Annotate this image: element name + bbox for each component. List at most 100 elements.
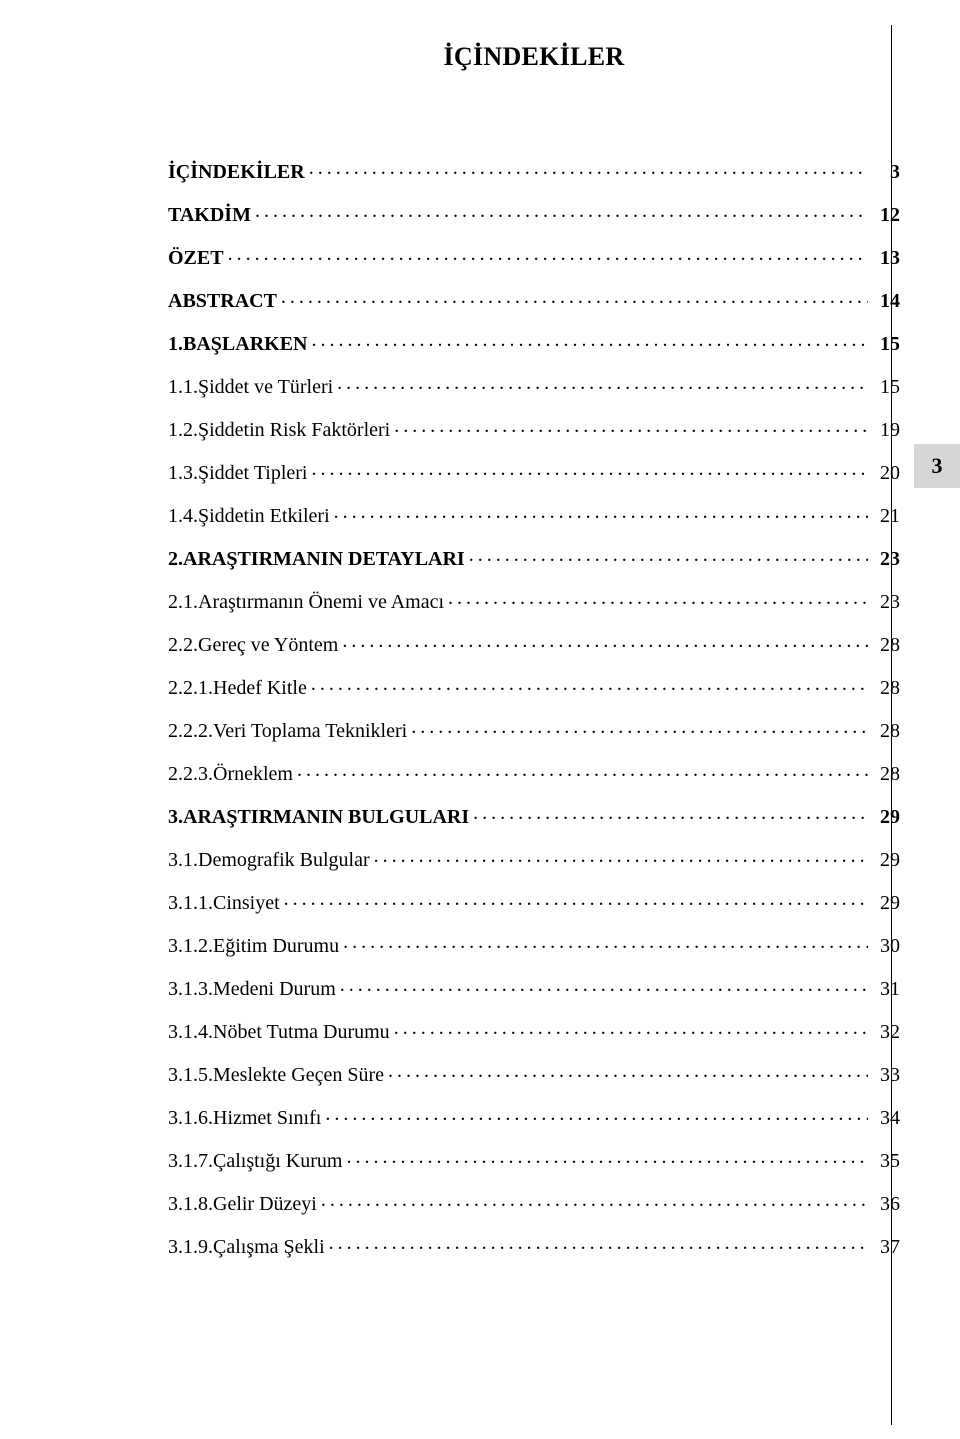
- toc-leader: [340, 975, 868, 995]
- toc-entry: 1.2.Şiddetin Risk Faktörleri 19: [168, 416, 900, 440]
- toc-label: 3.1.2.Eğitim Durumu: [168, 936, 339, 956]
- toc-leader: [311, 674, 868, 694]
- toc-label: 2.ARAŞTIRMANIN DETAYLARI: [168, 549, 465, 569]
- toc-leader: [448, 588, 868, 608]
- table-of-contents: İÇİNDEKİLER3TAKDİM12ÖZET13ABSTRACT141.BA…: [168, 158, 900, 1257]
- toc-entry: 3.1.8.Gelir Düzeyi 36: [168, 1190, 900, 1214]
- toc-page: 32: [872, 1022, 900, 1042]
- toc-entry: İÇİNDEKİLER 3: [168, 158, 900, 182]
- toc-label: İÇİNDEKİLER: [168, 162, 305, 182]
- toc-label: 3.1.8.Gelir Düzeyi: [168, 1194, 317, 1214]
- toc-leader: [343, 932, 868, 952]
- toc-label: 3.1.9.Çalışma Şekli: [168, 1237, 325, 1257]
- toc-page: 29: [872, 850, 900, 870]
- toc-entry: 3.1.Demografik Bulgular29: [168, 846, 900, 870]
- toc-entry: ÖZET 13: [168, 244, 900, 268]
- toc-page: 33: [872, 1065, 900, 1085]
- toc-label: 3.1.6.Hizmet Sınıfı: [168, 1108, 321, 1128]
- toc-page: 35: [872, 1151, 900, 1171]
- toc-entry: 3.1.7.Çalıştığı Kurum 35: [168, 1147, 900, 1171]
- toc-label: 1.4.Şiddetin Etkileri: [168, 506, 330, 526]
- toc-leader: [394, 416, 868, 436]
- page-number: 3: [932, 453, 943, 479]
- toc-page: 28: [872, 764, 900, 784]
- toc-entry: 3.1.4.Nöbet Tutma Durumu 32: [168, 1018, 900, 1042]
- toc-page: 37: [872, 1237, 900, 1257]
- toc-label: 1.3.Şiddet Tipleri: [168, 463, 307, 483]
- toc-leader: [228, 244, 868, 264]
- toc-leader: [334, 502, 868, 522]
- toc-entry: 3.1.1.Cinsiyet 29: [168, 889, 900, 913]
- toc-page: 28: [872, 721, 900, 741]
- toc-page: 29: [872, 893, 900, 913]
- page-title: İÇİNDEKİLER: [168, 42, 900, 72]
- toc-page: 23: [872, 549, 900, 569]
- toc-entry: 1.BAŞLARKEN 15: [168, 330, 900, 354]
- toc-page: 21: [872, 506, 900, 526]
- toc-entry: 1.4.Şiddetin Etkileri 21: [168, 502, 900, 526]
- toc-leader: [346, 1147, 868, 1167]
- toc-entry: 1.1.Şiddet ve Türleri 15: [168, 373, 900, 397]
- toc-label: 1.2.Şiddetin Risk Faktörleri: [168, 420, 390, 440]
- toc-leader: [311, 330, 868, 350]
- toc-page: 31: [872, 979, 900, 999]
- toc-label: TAKDİM: [168, 205, 251, 225]
- toc-page: 13: [872, 248, 900, 268]
- toc-page: 36: [872, 1194, 900, 1214]
- toc-entry: TAKDİM 12: [168, 201, 900, 225]
- toc-leader: [325, 1104, 868, 1124]
- toc-entry: 2.ARAŞTIRMANIN DETAYLARI 23: [168, 545, 900, 569]
- toc-leader: [388, 1061, 868, 1081]
- toc-label: ÖZET: [168, 248, 224, 268]
- toc-page: 15: [872, 377, 900, 397]
- toc-leader: [284, 889, 868, 909]
- toc-entry: 2.1.Araştırmanın Önemi ve Amacı 23: [168, 588, 900, 612]
- toc-label: 2.1.Araştırmanın Önemi ve Amacı: [168, 592, 444, 612]
- toc-leader: [309, 158, 868, 178]
- toc-entry: 3.1.2.Eğitim Durumu30: [168, 932, 900, 956]
- toc-entry: 2.2.3.Örneklem 28: [168, 760, 900, 784]
- toc-leader: [297, 760, 868, 780]
- toc-label: 2.2.3.Örneklem: [168, 764, 293, 784]
- toc-page: 29: [872, 807, 900, 827]
- toc-label: 2.2.1.Hedef Kitle: [168, 678, 307, 698]
- toc-label: 1.1.Şiddet ve Türleri: [168, 377, 333, 397]
- toc-label: 3.1.3.Medeni Durum: [168, 979, 336, 999]
- toc-leader: [255, 201, 868, 221]
- toc-leader: [337, 373, 868, 393]
- toc-page: 12: [872, 205, 900, 225]
- toc-leader: [321, 1190, 868, 1210]
- toc-page: 28: [872, 635, 900, 655]
- toc-page: 34: [872, 1108, 900, 1128]
- toc-leader: [469, 545, 868, 565]
- toc-page: 15: [872, 334, 900, 354]
- document-page: İÇİNDEKİLER İÇİNDEKİLER 3 TAKDİM 12 ÖZET 13 AB…: [0, 0, 960, 1439]
- toc-label: 3.1.1.Cinsiyet: [168, 893, 280, 913]
- toc-entry: 3.ARAŞTIRMANIN BULGULARI29: [168, 803, 900, 827]
- toc-entry: 3.1.9.Çalışma Şekli 37: [168, 1233, 900, 1257]
- toc-leader: [311, 459, 868, 479]
- toc-page: 3: [872, 162, 900, 182]
- toc-leader: [329, 1233, 868, 1253]
- toc-leader: [342, 631, 868, 651]
- toc-entry: 3.1.3.Medeni Durum 31: [168, 975, 900, 999]
- toc-entry: 3.1.5.Meslekte Geçen Süre 33: [168, 1061, 900, 1085]
- toc-leader: [374, 846, 868, 866]
- toc-label: 2.2.2.Veri Toplama Teknikleri: [168, 721, 407, 741]
- toc-page: 19: [872, 420, 900, 440]
- page-number-tab: 3: [914, 444, 960, 488]
- toc-label: 1.BAŞLARKEN: [168, 334, 307, 354]
- toc-entry: 2.2.2.Veri Toplama Teknikleri 28: [168, 717, 900, 741]
- toc-leader: [411, 717, 868, 737]
- toc-label: 3.1.4.Nöbet Tutma Durumu: [168, 1022, 390, 1042]
- toc-page: 20: [872, 463, 900, 483]
- toc-entry: 1.3.Şiddet Tipleri 20: [168, 459, 900, 483]
- toc-label: 3.1.7.Çalıştığı Kurum: [168, 1151, 342, 1171]
- toc-entry: 2.2.Gereç ve Yöntem28: [168, 631, 900, 655]
- toc-entry: 3.1.6.Hizmet Sınıfı 34: [168, 1104, 900, 1128]
- toc-label: ABSTRACT: [168, 291, 277, 311]
- margin-rule: [891, 25, 892, 1425]
- toc-page: 28: [872, 678, 900, 698]
- toc-label: 3.1.5.Meslekte Geçen Süre: [168, 1065, 384, 1085]
- toc-page: 23: [872, 592, 900, 612]
